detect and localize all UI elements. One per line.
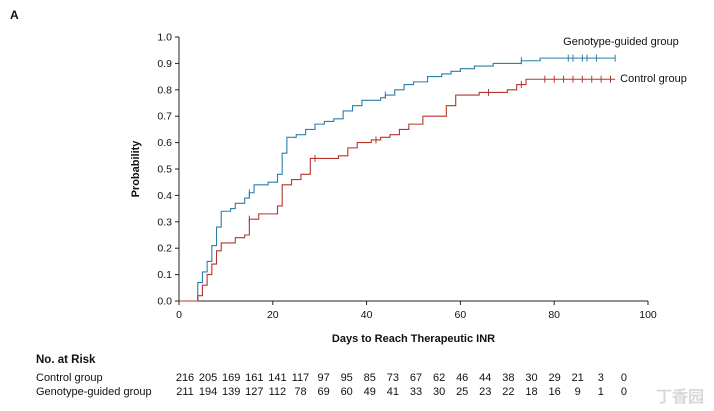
y-tick-label: 0.2 <box>157 243 172 255</box>
risk-count: 78 <box>294 386 307 398</box>
risk-count: 49 <box>363 386 376 398</box>
risk-count: 112 <box>268 386 287 398</box>
risk-count: 0 <box>620 372 627 384</box>
y-tick-label: 0.0 <box>157 296 172 308</box>
risk-count: 29 <box>548 372 561 384</box>
risk-table-title: No. at Risk <box>36 354 96 366</box>
risk-count: 21 <box>571 372 584 384</box>
km-chart: 0.0 0.1 0.2 0.3 0.4 0.5 0.6 0.7 0.8 0.9 1.0 0 20 40 60… <box>130 32 687 346</box>
risk-row-label-genotype: Genotype-guided group <box>36 386 152 398</box>
risk-count: 216 <box>175 372 195 384</box>
risk-count: 23 <box>479 386 492 398</box>
x-tick-label: 0 <box>176 309 182 321</box>
curve-control-group <box>179 78 616 302</box>
risk-count: 211 <box>176 386 194 398</box>
risk-count: 205 <box>198 372 218 384</box>
risk-count: 85 <box>363 372 376 384</box>
watermark: 丁香园 <box>655 389 704 406</box>
risk-count: 95 <box>340 372 353 384</box>
risk-count: 139 <box>222 386 241 398</box>
risk-count: 97 <box>317 372 330 384</box>
y-tick-label: 0.4 <box>157 190 172 202</box>
risk-count: 194 <box>198 386 218 398</box>
risk-count: 38 <box>502 372 515 384</box>
risk-count: 69 <box>317 386 330 398</box>
x-tick-label: 100 <box>639 309 657 321</box>
y-tick-label: 0.1 <box>157 269 172 281</box>
risk-count: 67 <box>409 372 423 384</box>
risk-count: 127 <box>245 386 264 398</box>
risk-count: 16 <box>548 386 561 398</box>
risk-count: 0 <box>620 386 627 398</box>
risk-count: 169 <box>222 372 241 384</box>
risk-count: 18 <box>525 386 538 398</box>
x-tick-label: 40 <box>361 309 373 321</box>
risk-row-label-control: Control group <box>36 372 103 384</box>
y-tick-label: 0.3 <box>157 216 172 228</box>
risk-count: 22 <box>502 386 515 398</box>
x-tick-label: 80 <box>548 309 560 321</box>
risk-count: 141 <box>268 372 287 384</box>
y-tick-label: 0.7 <box>157 111 172 123</box>
y-tick-label: 1.0 <box>157 32 172 44</box>
x-tick-label: 20 <box>267 309 279 321</box>
x-tick-label: 60 <box>455 309 467 321</box>
risk-count: 117 <box>291 372 310 384</box>
axes: 0.0 0.1 0.2 0.3 0.4 0.5 0.6 0.7 0.8 0.9 1.0 0 20 40 60… <box>130 32 657 346</box>
y-tick-label: 0.6 <box>157 137 172 149</box>
risk-count: 62 <box>432 372 446 384</box>
curve-genotype-guided-group <box>179 57 616 302</box>
risk-count: 46 <box>456 372 469 384</box>
x-axis-title: Days to Reach Therapeutic INR <box>332 333 495 345</box>
y-axis-title: Probability <box>130 140 142 198</box>
panel-label: A <box>10 8 19 22</box>
y-tick-label: 0.9 <box>157 58 172 70</box>
risk-count: 44 <box>479 372 492 384</box>
risk-count: 41 <box>386 386 400 398</box>
risk-count: 30 <box>432 386 446 398</box>
risk-count: 3 <box>597 372 604 384</box>
risk-count: 33 <box>409 386 423 398</box>
series-label-genotype-guided-group: Genotype-guided group <box>563 36 679 48</box>
y-tick-label: 0.8 <box>157 84 172 96</box>
risk-count: 60 <box>340 386 353 398</box>
risk-count: 9 <box>574 386 581 398</box>
series-labels: Genotype-guided group Control group <box>563 36 687 85</box>
risk-count: 30 <box>525 372 538 384</box>
risk-count: 161 <box>245 372 264 384</box>
y-tick-label: 0.5 <box>157 164 172 176</box>
risk-count: 1 <box>597 386 604 398</box>
risk-count: 73 <box>386 372 400 384</box>
series-label-control-group: Control group <box>620 73 687 85</box>
curves <box>179 54 616 302</box>
risk-count: 25 <box>456 386 469 398</box>
